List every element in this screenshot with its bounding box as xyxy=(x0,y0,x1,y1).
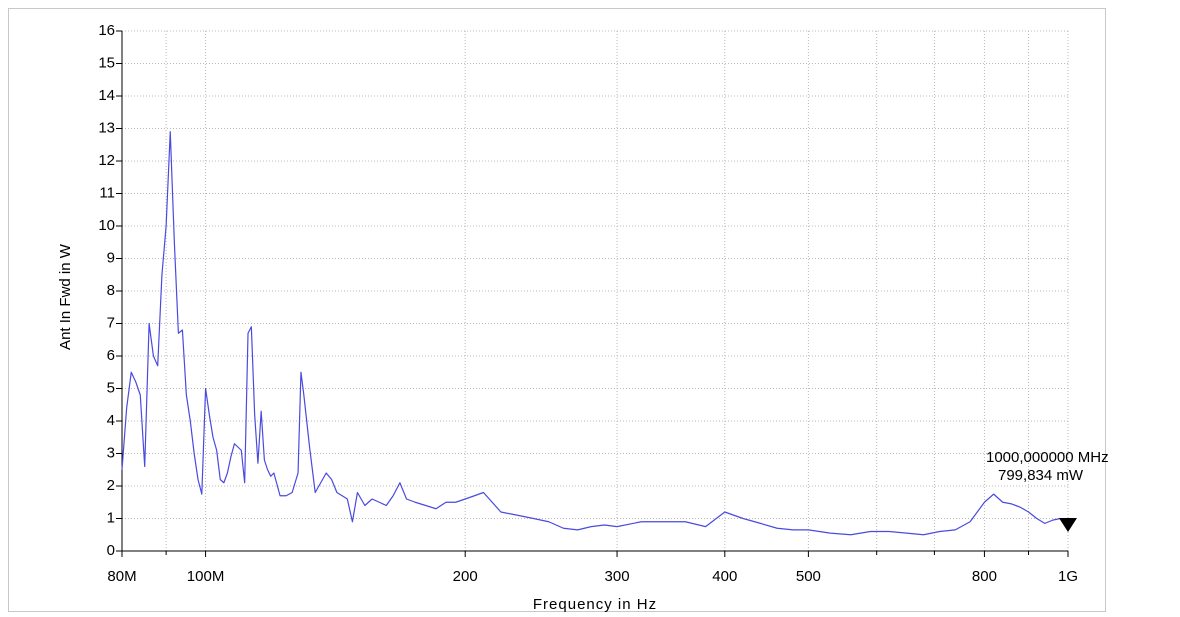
y-tick-label: 10 xyxy=(98,217,115,234)
x-tick-label: 1G xyxy=(1058,568,1078,585)
y-axis-label: Ant In Fwd in W xyxy=(57,243,74,350)
y-tick-label: 8 xyxy=(107,282,115,299)
x-tick-label: 500 xyxy=(796,568,821,585)
y-tick-label: 15 xyxy=(98,54,115,71)
x-tick-label: 100M xyxy=(187,568,225,585)
y-tick-label: 0 xyxy=(107,542,115,559)
data-line xyxy=(121,131,1069,536)
frame xyxy=(8,8,1106,612)
y-tick-label: 1 xyxy=(107,509,115,526)
y-tick-label: 2 xyxy=(107,477,115,494)
x-tick-label: 80M xyxy=(107,568,136,585)
y-tick-label: 11 xyxy=(99,184,115,201)
x-tick-label: 400 xyxy=(712,568,737,585)
y-tick-label: 5 xyxy=(107,379,115,396)
marker-label: 799,834 mW xyxy=(998,467,1084,484)
x-tick-label: 200 xyxy=(453,568,478,585)
x-tick-label: 800 xyxy=(972,568,997,585)
y-tick-label: 9 xyxy=(107,249,115,266)
y-tick-label: 7 xyxy=(107,314,115,331)
y-tick-label: 14 xyxy=(98,87,115,104)
marker-label: 1000,000000 MHz xyxy=(986,449,1109,466)
marker xyxy=(1059,518,1077,533)
x-axis-label: Frequency in Hz xyxy=(533,596,657,613)
y-tick-label: 12 xyxy=(98,152,115,169)
y-tick-label: 16 xyxy=(98,22,115,39)
y-tick-label: 4 xyxy=(107,412,115,429)
y-tick-label: 13 xyxy=(98,119,115,136)
y-tick-label: 3 xyxy=(107,444,115,461)
y-tick-label: 6 xyxy=(107,347,115,364)
x-tick-label: 300 xyxy=(605,568,630,585)
